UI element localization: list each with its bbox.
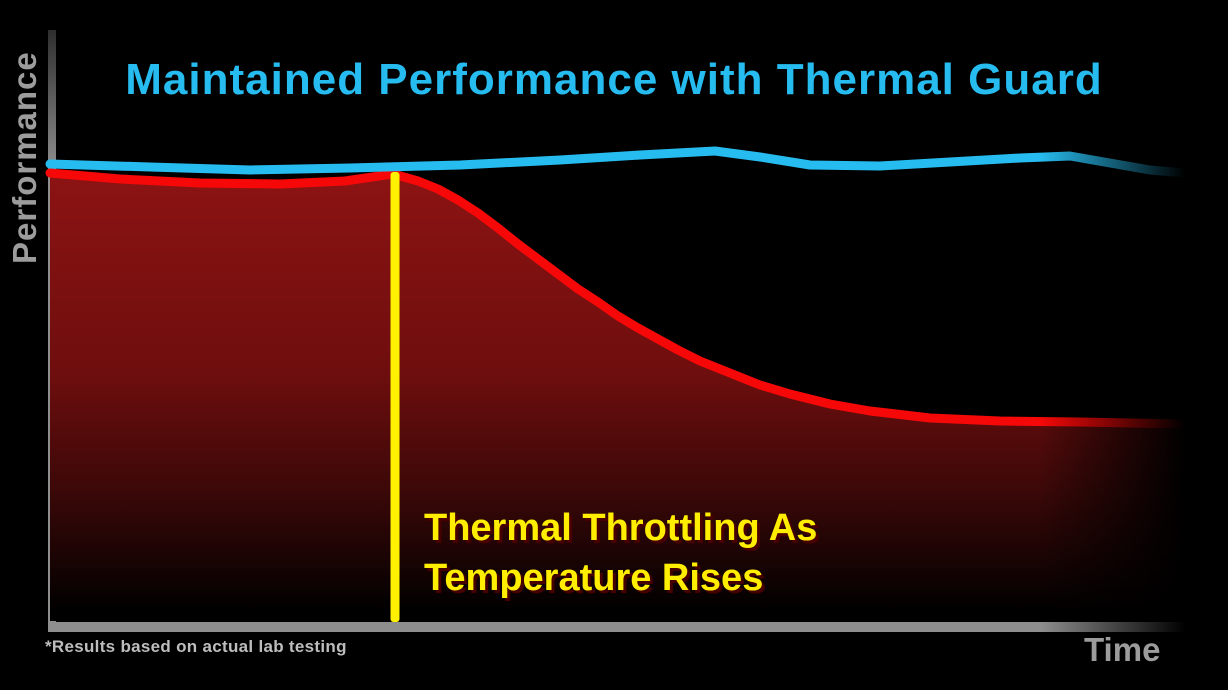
throttle-area [50, 173, 1185, 621]
y-axis-label: Performance [6, 51, 43, 265]
x-axis-label: Time [1084, 631, 1161, 668]
chart-title: Maintained Performance with Thermal Guar… [125, 55, 1103, 104]
throttle-annotation-line1: Thermal Throttling As [424, 507, 818, 549]
right-fade-overlay [1040, 18, 1228, 636]
throttle-line [45, 168, 1190, 429]
event-marker-line [390, 172, 400, 622]
guard-line [45, 146, 1190, 178]
throttle-annotation-line2: Temperature Rises [424, 557, 764, 599]
footnote: *Results based on actual lab testing [45, 637, 347, 656]
throttle-annotation: Thermal Throttling As Temperature Rises [424, 503, 817, 603]
x-axis [48, 622, 1188, 632]
